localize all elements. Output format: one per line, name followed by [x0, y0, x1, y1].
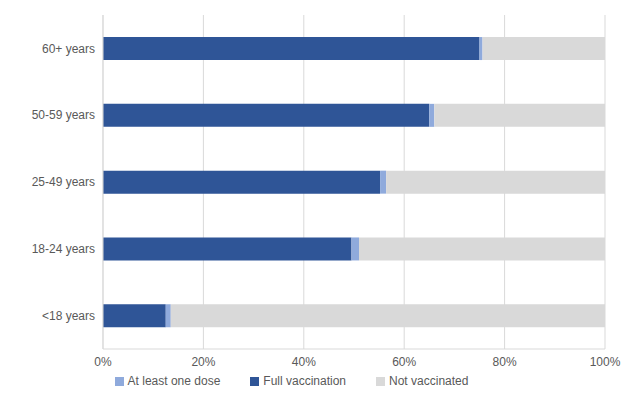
svg-text:80%: 80%: [493, 355, 517, 369]
svg-text:20%: 20%: [191, 355, 215, 369]
svg-text:0%: 0%: [94, 355, 112, 369]
svg-text:60+ years: 60+ years: [42, 42, 95, 56]
svg-text:100%: 100%: [590, 355, 621, 369]
html-text:Full vaccination: Full vaccination: [263, 374, 346, 388]
svg-text:18-24 years: 18-24 years: [32, 242, 95, 256]
svg-text:40%: 40%: [292, 355, 316, 369]
svg-text:25-49 years: 25-49 years: [32, 175, 95, 189]
svg-text:50-59 years: 50-59 years: [32, 108, 95, 122]
html-text:At least one dose: At least one dose: [127, 374, 221, 388]
svg-text:<18 years: <18 years: [42, 309, 95, 323]
html-text:Not vaccinated: Not vaccinated: [389, 374, 469, 388]
svg-text:60%: 60%: [392, 355, 416, 369]
